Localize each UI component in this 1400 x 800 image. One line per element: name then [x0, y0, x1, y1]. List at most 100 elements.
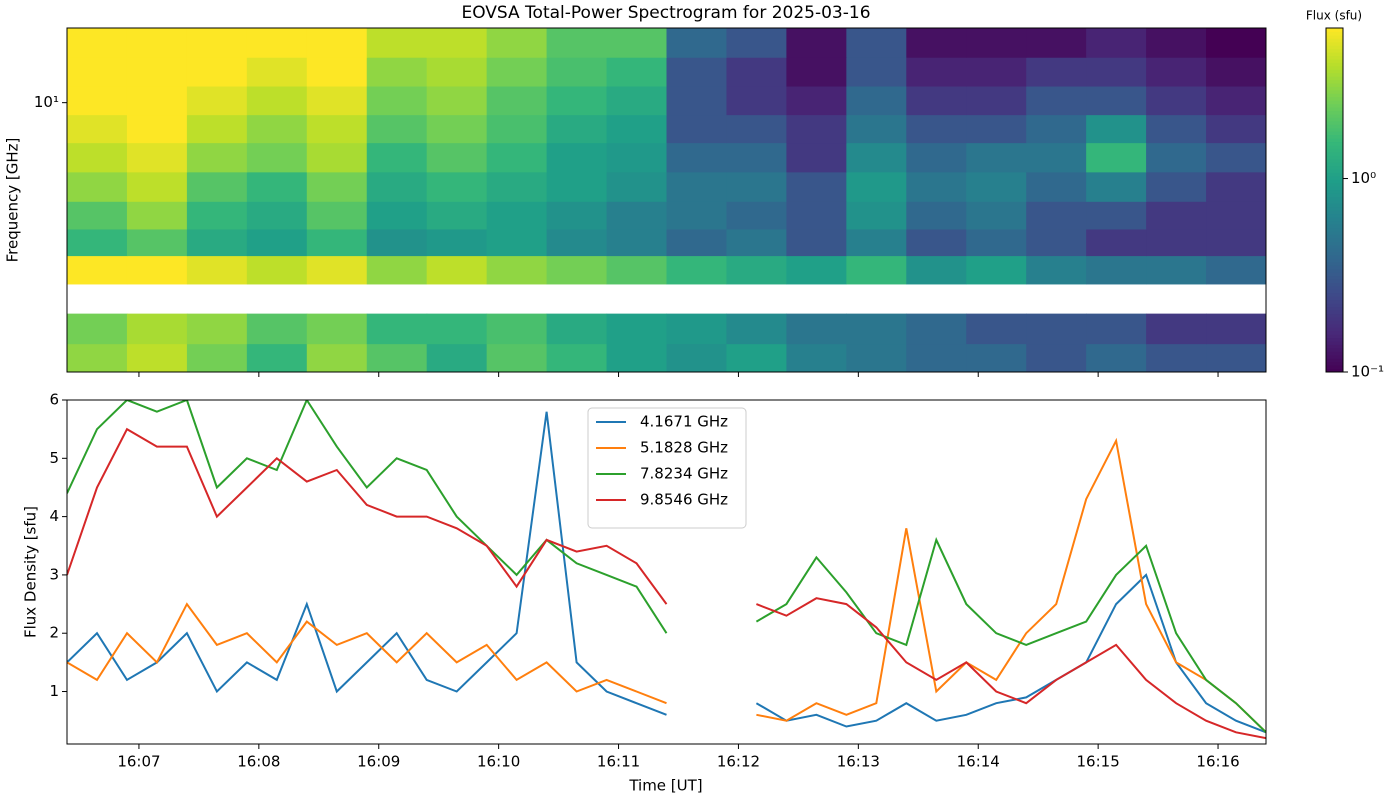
colorbar-gradient [1326, 306, 1343, 311]
heatmap-cell [246, 313, 308, 345]
heatmap-cell [606, 28, 667, 58]
heatmap-cell [1206, 57, 1266, 87]
x-tick-label: 16:09 [357, 753, 400, 771]
heatmap-cell [846, 86, 907, 116]
heatmap-cell [666, 57, 727, 87]
colorbar-gradient [1326, 131, 1343, 136]
heatmap-cell [246, 201, 308, 230]
heatmap-cell [306, 28, 368, 58]
colorbar-gradient [1326, 120, 1343, 125]
heatmap-cell [906, 228, 967, 257]
colorbar-gradient [1326, 141, 1343, 146]
heatmap-cell [846, 201, 907, 230]
y-tick-label: 1 [49, 682, 59, 700]
heatmap-cell [126, 57, 188, 87]
heatmap-cell [246, 114, 308, 144]
heatmap-cell [1146, 28, 1207, 58]
heatmap-cell [966, 57, 1027, 87]
colorbar-gradient [1326, 354, 1343, 359]
heatmap-cell [366, 114, 428, 144]
legend-label: 5.1828 GHz [640, 439, 728, 457]
colorbar-gradient [1326, 55, 1343, 60]
heatmap-cell [67, 343, 128, 372]
heatmap-cell [726, 201, 787, 230]
heatmap-cell [366, 86, 428, 116]
colorbar-gradient [1326, 365, 1343, 370]
legend-label: 9.8546 GHz [640, 491, 728, 509]
colorbar-gradient [1326, 158, 1343, 163]
heatmap-cell [1206, 114, 1266, 144]
heatmap-cell [906, 28, 967, 58]
x-tick-label: 16:15 [1077, 753, 1120, 771]
heatmap-cell [666, 228, 727, 257]
colorbar-gradient [1326, 179, 1343, 184]
colorbar-gradient [1326, 237, 1343, 242]
colorbar-gradient [1326, 234, 1343, 239]
colorbar-gradient [1326, 347, 1343, 352]
colorbar-gradient [1326, 41, 1343, 46]
heatmap-cell [366, 313, 428, 345]
heatmap-cell [186, 171, 248, 202]
heatmap-cell [186, 142, 248, 173]
heatmap-cell [1146, 57, 1207, 87]
heatmap-cell [546, 57, 608, 87]
y-axis-label: Flux Density [sfu] [22, 506, 40, 638]
colorbar-gradient [1326, 255, 1343, 259]
colorbar-gradient [1326, 282, 1343, 287]
heatmap-cell [606, 313, 667, 345]
heatmap-cell [606, 343, 667, 372]
colorbar-gradient [1326, 258, 1343, 263]
heatmap-cell [1026, 57, 1087, 87]
heatmap-cell [726, 255, 787, 285]
legend-label: 7.8234 GHz [640, 465, 728, 483]
y-tick-label: 4 [49, 507, 59, 525]
colorbar-gradient [1326, 334, 1343, 339]
heatmap-cell [126, 343, 188, 372]
colorbar-gradient [1326, 217, 1343, 222]
heatmap-cell [1146, 255, 1207, 285]
heatmap-cell [67, 313, 128, 345]
heatmap-cell [606, 228, 667, 257]
colorbar-gradient [1326, 341, 1343, 345]
y-tick-label: 2 [49, 624, 59, 642]
colorbar-gradient [1326, 127, 1343, 132]
colorbar-gradient [1326, 275, 1343, 280]
heatmap-cell [666, 114, 727, 144]
heatmap-cell [486, 228, 548, 257]
heatmap-cell [246, 86, 308, 116]
heatmap-cell [906, 142, 967, 173]
colorbar-gradient [1326, 344, 1343, 349]
heatmap-cell [186, 228, 248, 257]
heatmap-cell [726, 313, 787, 345]
y-tick-label: 10¹ [34, 93, 59, 111]
heatmap-cell [1026, 28, 1087, 58]
colorbar-gradient [1326, 89, 1343, 94]
heatmap-cell [426, 201, 488, 230]
colorbar-gradient [1326, 151, 1343, 156]
x-axis-label: Time [UT] [628, 777, 702, 795]
heatmap-cell [426, 343, 488, 372]
heatmap-cell [726, 343, 787, 372]
heatmap-cell [846, 142, 907, 173]
colorbar-gradient [1326, 289, 1343, 294]
colorbar-gradient [1326, 107, 1343, 112]
heatmap-cell [486, 343, 548, 372]
heatmap-cell [1206, 313, 1266, 345]
heatmap-cell [1146, 201, 1207, 230]
colorbar-gradient [1326, 268, 1343, 273]
colorbar-gradient [1326, 186, 1343, 191]
heatmap-cell [306, 86, 368, 116]
colorbar-gradient [1326, 261, 1343, 266]
colorbar-gradient [1326, 165, 1343, 170]
colorbar-gradient [1326, 69, 1343, 74]
heatmap-cell [846, 28, 907, 58]
heatmap-cell [906, 255, 967, 285]
heatmap-cell [1206, 343, 1266, 372]
heatmap-cell [546, 313, 608, 345]
heatmap-cell [366, 57, 428, 87]
colorbar-gradient [1326, 203, 1343, 208]
heatmap-cell [546, 171, 608, 202]
heatmap-cell [786, 343, 847, 372]
legend-label: 4.1671 GHz [640, 413, 728, 431]
colorbar-gradient [1326, 189, 1343, 194]
